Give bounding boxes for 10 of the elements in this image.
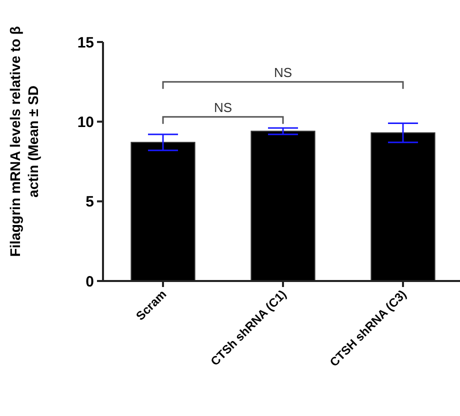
y-tick-label: 0 — [86, 273, 94, 290]
y-axis-title: Filaggrin mRNA levels relative to β actin (Mean ± SD — [7, 26, 41, 257]
bar — [130, 142, 196, 282]
annotation: NS — [214, 100, 232, 115]
y-tick-label: 15 — [77, 34, 94, 52]
annotation: NS — [274, 64, 292, 80]
bar — [370, 132, 436, 282]
bar — [250, 130, 316, 282]
y-tick-label: 10 — [77, 114, 94, 131]
y-tick-label: 5 — [86, 194, 94, 211]
